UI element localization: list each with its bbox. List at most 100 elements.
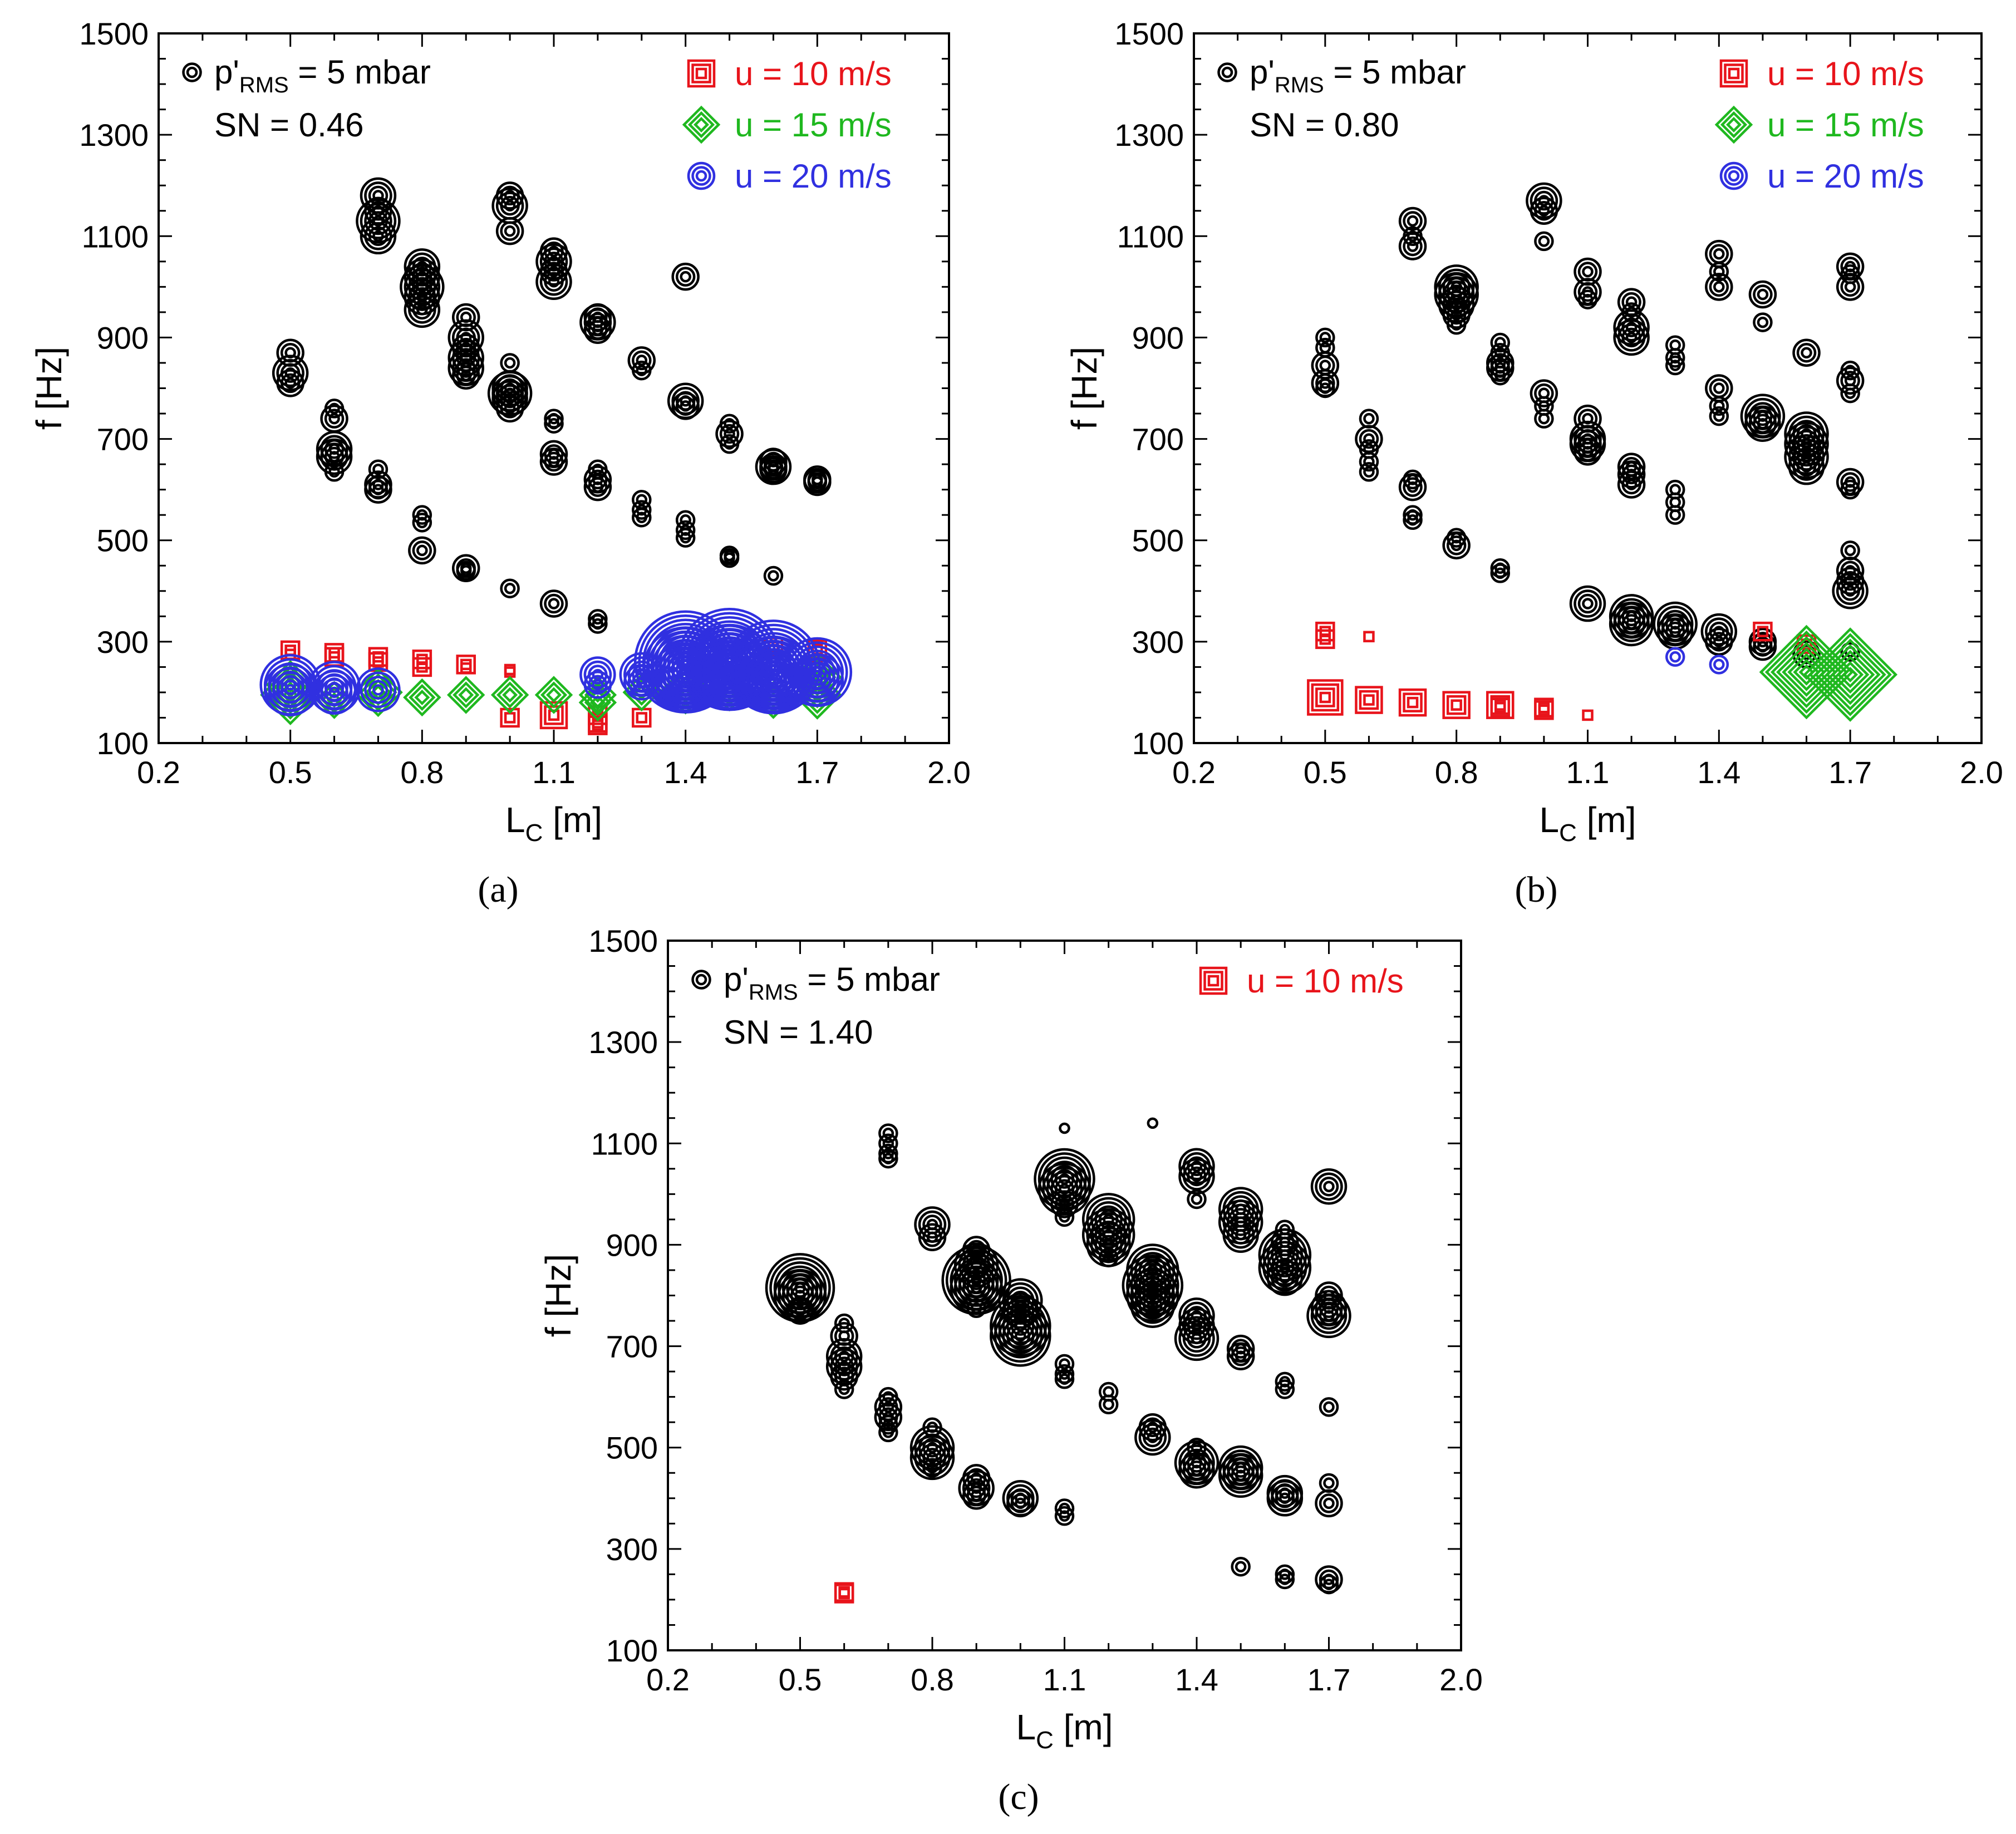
reference-sub: RMS — [749, 980, 798, 1005]
data-point-ring — [372, 656, 384, 668]
y-tick-label: 300 — [1132, 625, 1184, 660]
data-point-ring — [579, 656, 616, 693]
data-point-ring — [768, 570, 779, 582]
data-point-ring — [1582, 709, 1594, 721]
data-point-ring — [922, 1448, 942, 1468]
data-point-ring — [1613, 309, 1650, 346]
data-point — [1574, 257, 1602, 286]
data-point-ring — [1279, 1492, 1291, 1504]
data-point-ring — [1130, 1263, 1176, 1308]
data-point-ring — [592, 324, 604, 336]
data-point-ring — [1801, 461, 1812, 473]
data-point-ring — [1319, 1574, 1339, 1595]
x-axis-title-sub: C — [1559, 819, 1577, 847]
data-point-ring — [778, 1273, 823, 1318]
data-point-ring — [1801, 347, 1812, 358]
data-point-ring — [998, 1314, 1043, 1359]
data-point-ring — [1494, 370, 1506, 381]
data-point-ring — [1450, 539, 1462, 552]
data-point — [1792, 338, 1821, 367]
data-point — [1569, 585, 1606, 622]
data-point — [583, 316, 612, 345]
data-point-ring — [807, 472, 828, 492]
data-point-ring — [1218, 1453, 1263, 1498]
data-point-ring — [1231, 1556, 1251, 1577]
data-point — [1398, 688, 1427, 717]
y-axis-title: f [Hz] — [1064, 347, 1104, 430]
legend-marker-ring — [687, 59, 716, 88]
data-point — [1355, 686, 1383, 714]
data-point — [1231, 1556, 1251, 1577]
data-point-ring — [1713, 382, 1725, 394]
data-point-ring — [1577, 441, 1598, 462]
data-point-ring — [456, 365, 476, 386]
data-point-ring — [1713, 265, 1725, 278]
data-point-ring — [1757, 626, 1769, 637]
data-point-ring — [1266, 1480, 1304, 1517]
data-point-ring — [878, 1133, 898, 1154]
data-point-ring — [1617, 323, 1646, 352]
data-point — [834, 1584, 854, 1604]
data-point-ring — [1577, 434, 1598, 454]
data-point-ring — [1363, 412, 1375, 425]
data-point-ring — [1231, 1466, 1251, 1486]
data-point — [878, 1148, 898, 1169]
data-point-ring — [1010, 1493, 1031, 1513]
data-point-ring — [675, 520, 696, 540]
data-point-ring — [1776, 642, 1837, 702]
y-tick-label: 1100 — [1117, 219, 1184, 254]
data-point-ring — [1311, 683, 1340, 712]
data-point-ring — [1315, 1489, 1343, 1518]
legend-marker — [1719, 161, 1748, 190]
data-point — [1275, 1379, 1295, 1399]
data-point — [1753, 312, 1773, 332]
data-point-ring — [328, 466, 340, 478]
data-point-ring — [1275, 1569, 1295, 1590]
x-axis-title-unit: [m] — [543, 800, 602, 840]
data-point-ring — [272, 355, 309, 391]
data-point-ring — [636, 512, 648, 523]
data-point-ring — [1138, 1423, 1167, 1452]
data-point-ring — [675, 528, 696, 548]
data-point — [1398, 473, 1427, 501]
legend-marker-ring — [1714, 105, 1753, 144]
x-tick-label: 1.1 — [532, 755, 576, 790]
legend-label: u = 20 m/s — [1767, 158, 1924, 195]
legend-label: u = 10 m/s — [735, 55, 892, 92]
data-point-ring — [1446, 695, 1467, 715]
data-point-ring — [768, 463, 779, 475]
data-point-ring — [786, 1281, 814, 1310]
data-point-ring — [416, 661, 428, 673]
data-point — [1840, 540, 1860, 560]
data-point-ring — [878, 1148, 898, 1169]
data-point — [1275, 1569, 1295, 1590]
data-point-ring — [1577, 282, 1598, 302]
data-point-ring — [1315, 1172, 1343, 1201]
data-point-ring — [1709, 244, 1729, 264]
data-point-ring — [364, 475, 392, 504]
y-tick-label: 900 — [1132, 320, 1184, 355]
reference-marker — [182, 62, 202, 82]
data-point-ring — [1275, 1267, 1295, 1288]
data-point-ring — [1442, 531, 1471, 560]
data-point-ring — [1753, 621, 1773, 642]
data-point-ring — [539, 268, 568, 296]
data-point-ring — [1753, 284, 1773, 304]
legend-marker-ring — [1724, 166, 1744, 186]
data-point-ring — [1840, 540, 1860, 560]
data-point-ring — [1490, 365, 1511, 386]
data-point-ring — [1226, 1220, 1255, 1249]
data-point-ring — [320, 442, 348, 471]
data-point-ring — [1831, 655, 1870, 694]
legend-marker-ring — [1199, 966, 1228, 995]
data-point-ring — [1182, 1162, 1211, 1191]
data-point-ring — [715, 420, 744, 448]
data-point-ring — [918, 1210, 947, 1239]
data-point-ring — [632, 507, 652, 528]
data-point-ring — [794, 1290, 806, 1301]
data-point — [671, 262, 700, 291]
data-point-ring — [1825, 650, 1875, 700]
data-point — [1665, 355, 1685, 376]
x-axis-title-unit: [m] — [1577, 800, 1636, 840]
legend-item: u = 15 m/s — [1714, 105, 1924, 144]
